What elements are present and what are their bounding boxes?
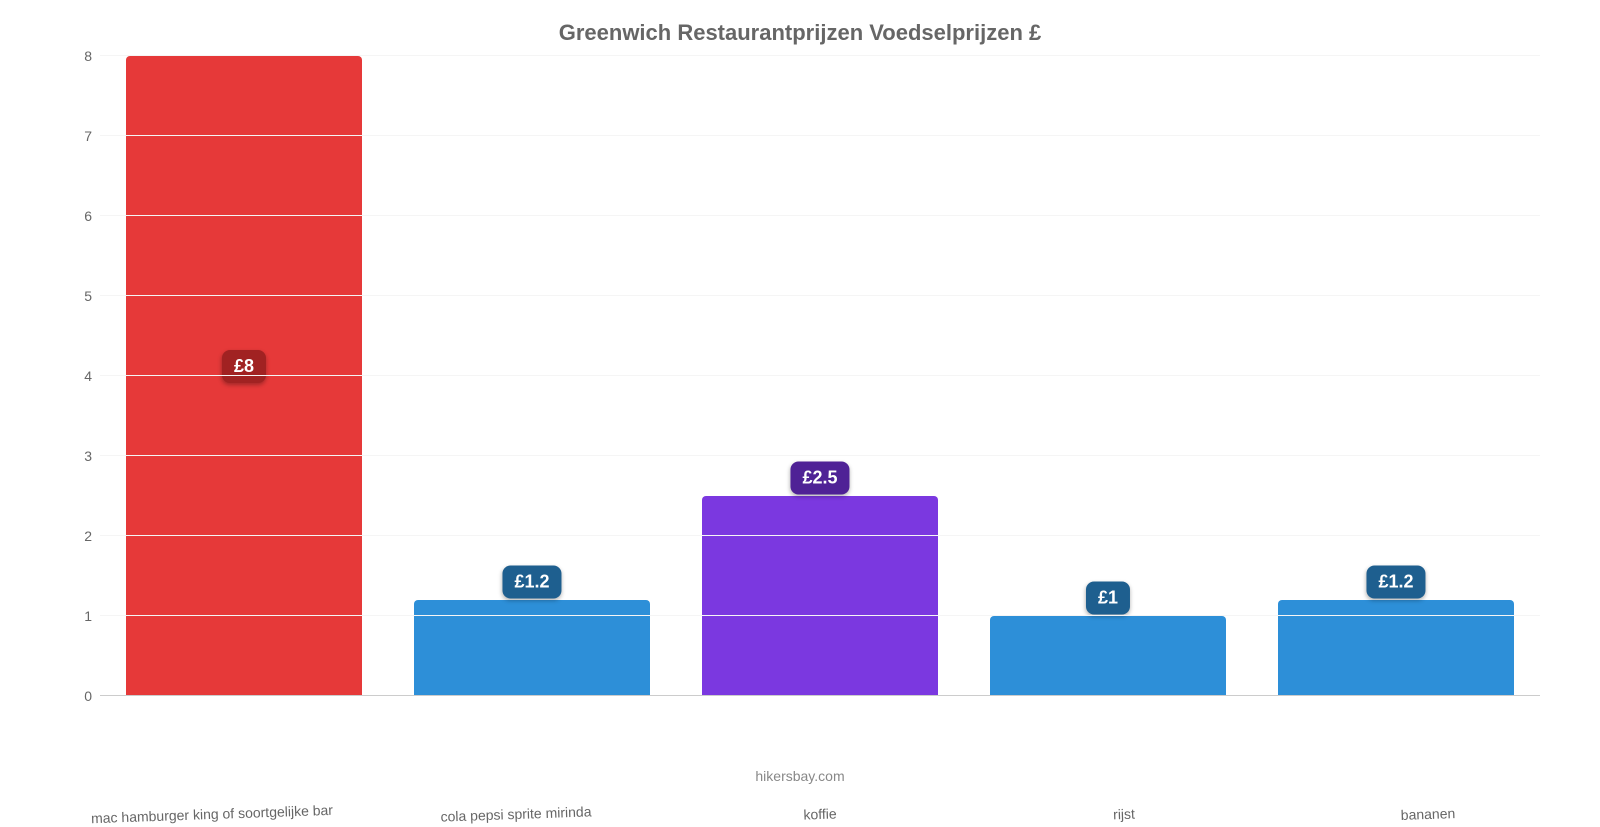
bar: £1 [990, 616, 1226, 696]
x-axis-label: cola pepsi sprite mirinda [364, 801, 668, 827]
bar-value-label: £2.5 [790, 462, 849, 495]
grid-line [100, 375, 1540, 376]
grid-line [100, 55, 1540, 56]
bar-value-label: £1.2 [1366, 566, 1425, 599]
chart-container: Greenwich Restaurantprijzen Voedselprijz… [0, 0, 1600, 800]
grid-line [100, 135, 1540, 136]
bar: £8 [126, 56, 362, 696]
y-tick-label: 5 [52, 288, 92, 304]
bar: £2.5 [702, 496, 938, 696]
y-tick-label: 7 [52, 128, 92, 144]
grid-line [100, 215, 1540, 216]
x-axis-labels: mac hamburger king of soortgelijke barco… [60, 806, 1580, 822]
y-tick-label: 6 [52, 208, 92, 224]
x-axis-label: mac hamburger king of soortgelijke bar [60, 801, 364, 827]
bar-slot: £1 [964, 56, 1252, 696]
bar-slot: £8 [100, 56, 388, 696]
grid-line [100, 535, 1540, 536]
bar-slot: £2.5 [676, 56, 964, 696]
x-axis-label: bananen [1276, 801, 1580, 827]
y-tick-label: 0 [52, 688, 92, 704]
x-axis-label: koffie [668, 801, 972, 827]
x-axis-label: rijst [972, 801, 1276, 827]
plot-area: £8£1.2£2.5£1£1.2 012345678 [100, 56, 1540, 696]
y-tick-label: 2 [52, 528, 92, 544]
y-tick-label: 1 [52, 608, 92, 624]
bar-value-label: £1 [1086, 582, 1130, 615]
grid-line [100, 455, 1540, 456]
chart-title: Greenwich Restaurantprijzen Voedselprijz… [40, 20, 1560, 46]
bar-value-label: £8 [222, 350, 266, 383]
x-axis-line [100, 695, 1540, 696]
y-tick-label: 3 [52, 448, 92, 464]
y-tick-label: 4 [52, 368, 92, 384]
bars-row: £8 £1.2 £2.5 £1 £1.2 [100, 56, 1540, 696]
bar-value-label: £1.2 [502, 566, 561, 599]
grid-line [100, 295, 1540, 296]
grid-line [100, 615, 1540, 616]
credit-text: hikersbay.com [0, 768, 1600, 784]
bar-slot: £1.2 [388, 56, 676, 696]
y-tick-label: 8 [52, 48, 92, 64]
bar-slot: £1.2 [1252, 56, 1540, 696]
